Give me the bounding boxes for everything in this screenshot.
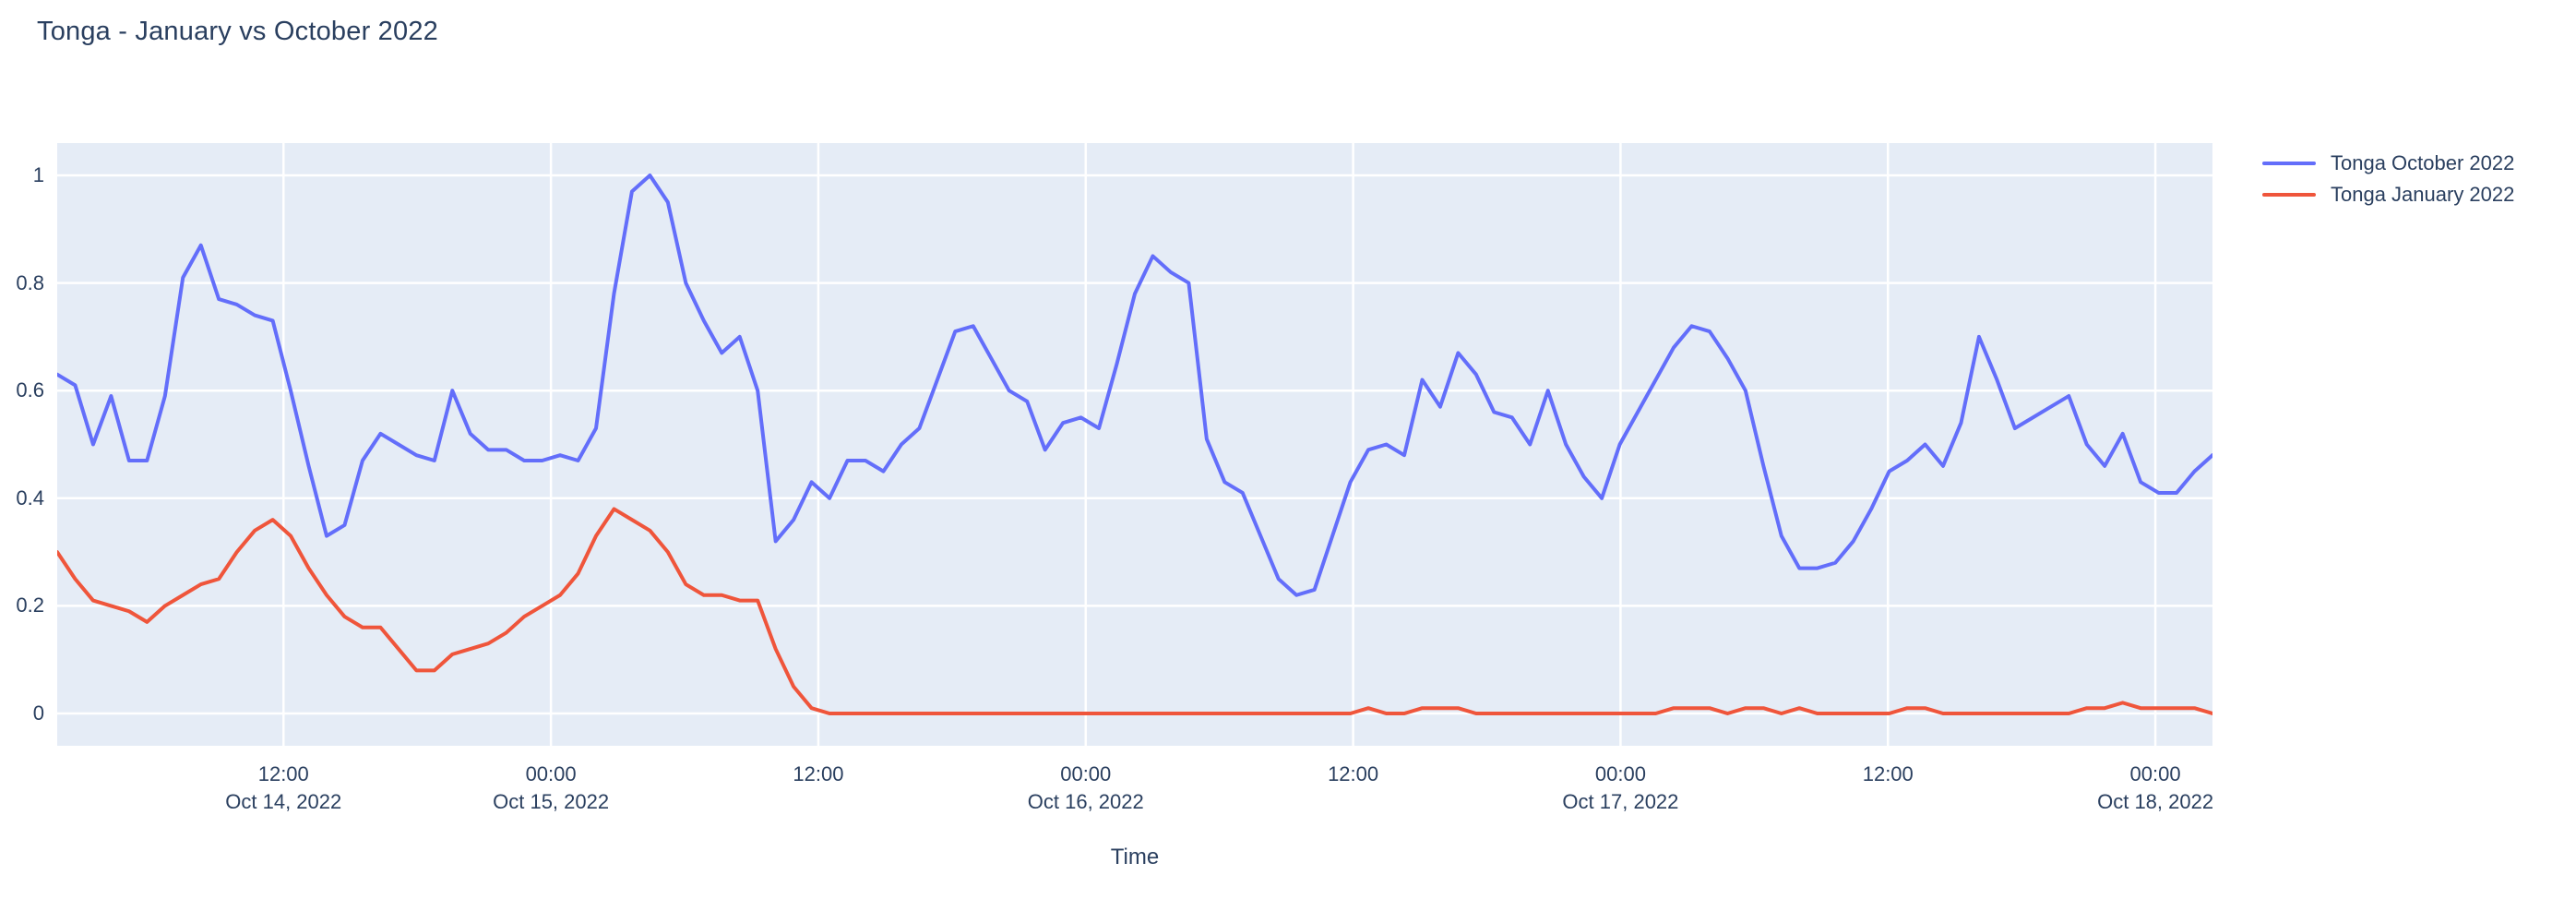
x-axis-tick-group: 12:00 Oct 14, 2022 xyxy=(225,761,341,815)
x-axis-tick-group: 12:00 xyxy=(1863,761,1914,788)
chart-title: Tonga - January vs October 2022 xyxy=(37,17,438,46)
x-axis-tick-group: 12:00 xyxy=(793,761,843,788)
x-axis-tick-time: 12:00 xyxy=(257,762,309,785)
series-line-october xyxy=(57,173,2212,597)
y-axis-tick-label: 0.4 xyxy=(16,485,44,509)
x-axis-tick-time: 00:00 xyxy=(2129,762,2181,785)
legend-swatch-october xyxy=(2262,162,2316,165)
y-axis-tick-label: 0.6 xyxy=(16,378,44,402)
x-axis-tick-time: 00:00 xyxy=(525,762,577,785)
x-axis-tick-group: 12:00 xyxy=(1328,761,1378,788)
y-axis-tick-label: 0 xyxy=(32,701,44,725)
legend-item-october[interactable]: Tonga October 2022 xyxy=(2262,148,2514,179)
x-axis-tick-date: Oct 18, 2022 xyxy=(2097,789,2214,813)
x-axis-tick-time: 12:00 xyxy=(1328,762,1379,785)
y-axis-tick-label: 0.2 xyxy=(16,593,44,617)
x-axis-tick-group: 00:00 Oct 18, 2022 xyxy=(2097,761,2213,815)
x-axis-tick-time: 00:00 xyxy=(1594,762,1646,785)
plot-area xyxy=(57,143,2212,746)
horizontal-gridlines xyxy=(57,174,2212,715)
x-axis-tick-date: Oct 15, 2022 xyxy=(493,789,610,813)
y-axis-tick-label: 0.8 xyxy=(16,270,44,294)
x-axis-tick-group: 00:00 Oct 17, 2022 xyxy=(1562,761,1678,815)
x-axis-tick-date: Oct 17, 2022 xyxy=(1562,789,1679,813)
x-axis-tick-date: Oct 14, 2022 xyxy=(225,789,342,813)
legend-item-january[interactable]: Tonga January 2022 xyxy=(2262,179,2514,210)
series-line-january xyxy=(57,507,2212,716)
x-axis-tick-time: 12:00 xyxy=(1862,762,1914,785)
x-axis-title: Time xyxy=(1110,845,1160,869)
x-axis-tick-time: 00:00 xyxy=(1060,762,1112,785)
y-axis-tick-label: 1 xyxy=(32,162,44,186)
x-axis-tick-group: 00:00 Oct 16, 2022 xyxy=(1028,761,1144,815)
chart-legend: Tonga October 2022 Tonga January 2022 xyxy=(2262,148,2514,210)
legend-label-october: Tonga October 2022 xyxy=(2331,151,2515,174)
x-axis-tick-time: 12:00 xyxy=(793,762,844,785)
vertical-gridlines xyxy=(282,143,2157,746)
legend-label-january: Tonga January 2022 xyxy=(2331,183,2515,206)
x-axis-tick-group: 00:00 Oct 15, 2022 xyxy=(493,761,609,815)
legend-swatch-january xyxy=(2262,193,2316,197)
series-lines xyxy=(57,173,2212,716)
plot-svg xyxy=(57,143,2212,746)
x-axis-tick-date: Oct 16, 2022 xyxy=(1027,789,1144,813)
